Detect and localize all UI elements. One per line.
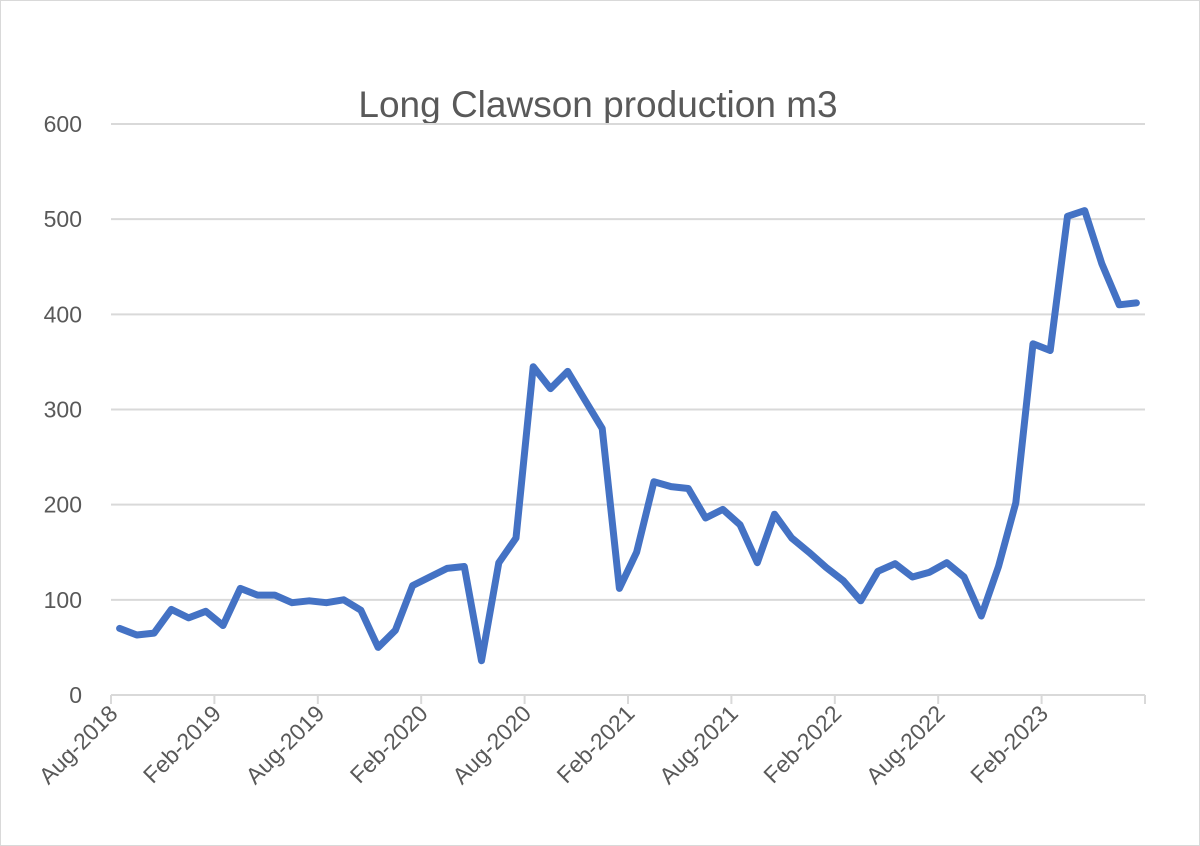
x-tick-label: Aug-2021	[654, 700, 743, 789]
y-tick-label: 300	[44, 397, 82, 423]
x-tick-label: Aug-2022	[861, 700, 950, 789]
y-tick-label: 0	[69, 682, 82, 708]
x-tick-label: Feb-2021	[552, 700, 640, 788]
x-tick-label: Aug-2020	[447, 700, 536, 789]
series-line	[116, 207, 1140, 665]
y-tick-label: 400	[44, 301, 82, 327]
chart-title: Long Clawson production m3	[358, 84, 837, 125]
y-tick-label: 100	[44, 587, 82, 613]
y-tick-label: 600	[44, 111, 82, 137]
x-tick-label: Feb-2022	[758, 700, 846, 788]
x-tick-label: Feb-2019	[138, 700, 226, 788]
x-tick-label: Feb-2020	[345, 700, 433, 788]
y-tick-label: 200	[44, 492, 82, 518]
x-tick-label: Aug-2019	[240, 700, 329, 789]
x-tick-label: Feb-2023	[965, 700, 1053, 788]
y-tick-label: 500	[44, 206, 82, 232]
x-tick-label: Aug-2018	[34, 700, 123, 789]
